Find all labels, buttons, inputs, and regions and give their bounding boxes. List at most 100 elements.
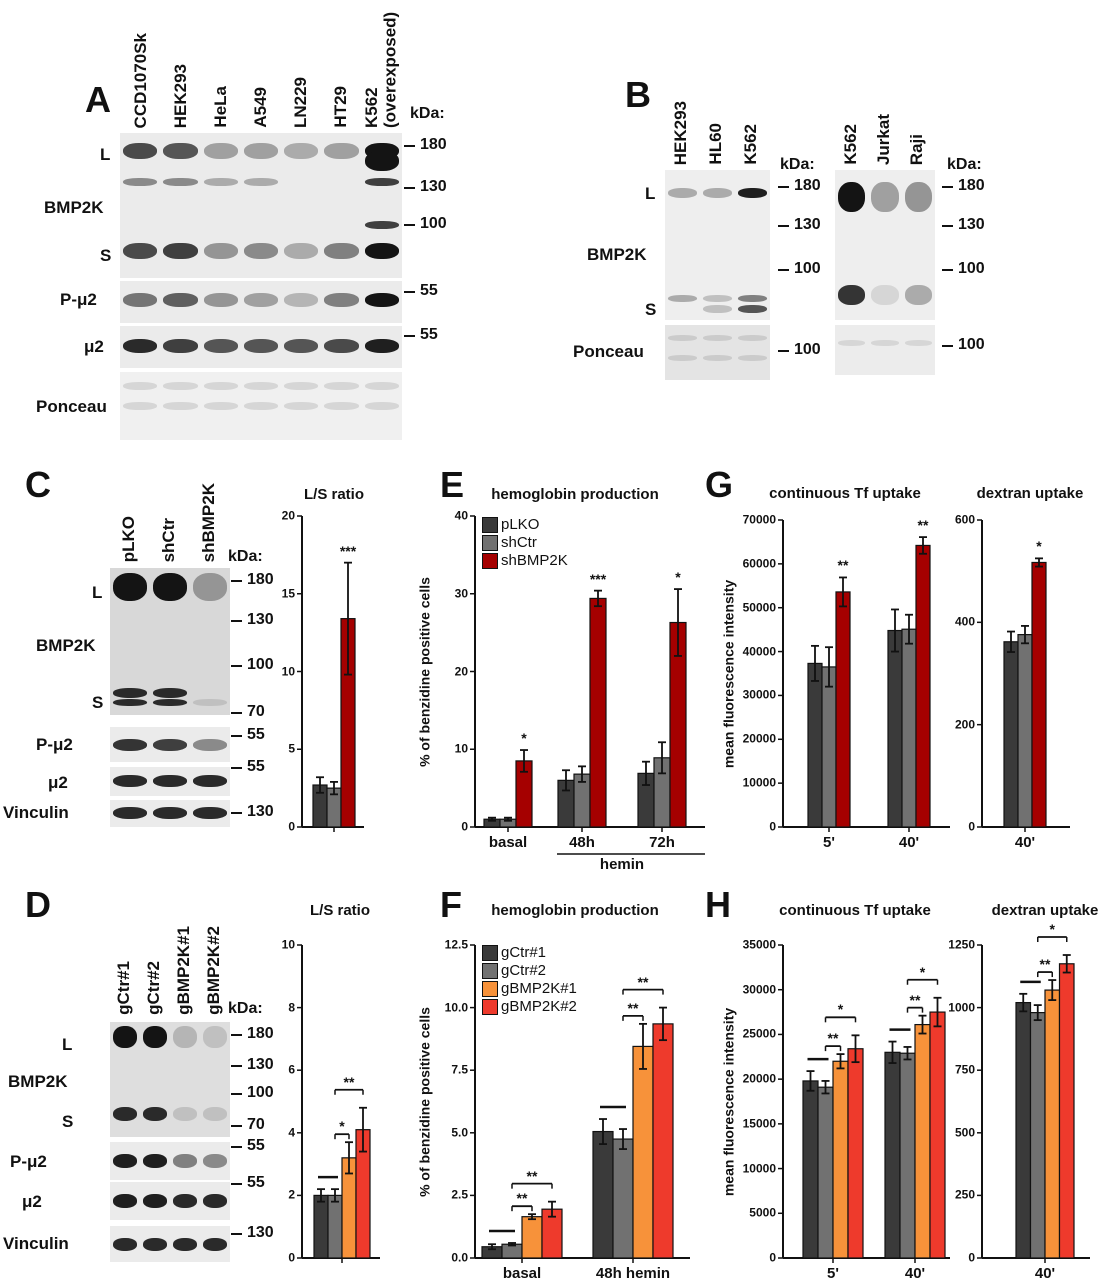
row-label-ponceau: Ponceau	[36, 397, 107, 416]
kda-marker: 100	[958, 260, 985, 277]
chart-title: L/S ratio	[309, 902, 371, 919]
blot-band	[153, 688, 187, 698]
y-tick-label: 7.5	[451, 1062, 468, 1077]
y-tick-label: 0	[288, 819, 295, 834]
chart-title: continuous Tf uptake	[779, 902, 931, 919]
blot-band	[703, 355, 732, 361]
y-tick-label: 5	[288, 741, 295, 756]
bar	[612, 1138, 634, 1259]
significance-label: *	[1036, 538, 1042, 555]
x-tick-label: 40'	[898, 834, 920, 851]
bar	[313, 1194, 329, 1259]
y-tick-label: 20000	[742, 1071, 776, 1086]
marker-tick	[404, 224, 415, 226]
marker-tick	[231, 1125, 242, 1127]
legend-swatch	[482, 945, 498, 961]
blot-band	[163, 143, 198, 159]
y-tick-label: 1000	[948, 1000, 975, 1014]
blot-band	[153, 699, 187, 706]
marker-tick	[942, 225, 953, 227]
blot-band	[668, 355, 697, 361]
y-tick-label: 2	[288, 1187, 295, 1202]
kda-marker: 55	[247, 1137, 265, 1154]
significance-label: *	[339, 1118, 345, 1135]
blot-band	[703, 188, 732, 198]
bar	[652, 1023, 674, 1259]
significance-label: ***	[339, 542, 357, 559]
panel-label-A: A	[85, 79, 111, 120]
kda-label: kDa:	[228, 548, 263, 565]
blot-band	[143, 1026, 167, 1048]
kda-marker: 130	[247, 1224, 274, 1241]
row-label-mu2: μ2	[84, 337, 104, 356]
panel-label-G: G	[705, 464, 734, 505]
y-tick-label: 0	[769, 819, 776, 834]
panel-label-E: E	[440, 464, 465, 505]
bar	[929, 1011, 946, 1259]
blot-band	[113, 1154, 137, 1168]
row-label-vinculin: Vinculin	[3, 803, 69, 822]
blot-band	[838, 182, 866, 212]
blot-band	[243, 178, 279, 186]
blot-band	[838, 285, 866, 305]
marker-tick	[778, 269, 789, 271]
kda-marker: 130	[247, 611, 274, 628]
blot-band	[243, 382, 279, 390]
y-axis-label: mean fluorescence intensity	[720, 579, 737, 768]
legend-label: gCtr#1	[501, 944, 547, 961]
row-label-bmp2k: BMP2K	[44, 198, 104, 217]
significance-label: **	[837, 557, 849, 574]
significance-label: **	[343, 1073, 355, 1090]
marker-tick	[231, 1183, 242, 1185]
kda-marker: 180	[420, 136, 447, 153]
y-tick-label: 20	[454, 663, 468, 678]
blot-band	[284, 382, 319, 390]
blot-band	[203, 1026, 227, 1048]
blot-band	[364, 178, 399, 186]
marker-tick	[231, 767, 242, 769]
blot-band	[113, 1107, 137, 1121]
blot-band	[284, 243, 319, 259]
blot-band	[668, 188, 697, 198]
blot-band	[113, 699, 147, 706]
row-label-L: L	[100, 145, 111, 164]
blot-band	[113, 1026, 137, 1048]
blot-band	[243, 402, 279, 410]
row-label-L: L	[62, 1035, 73, 1054]
blot-band	[173, 1026, 197, 1048]
blot-band	[203, 1107, 227, 1121]
y-tick-label: 2.5	[451, 1187, 468, 1202]
y-tick-label: 0	[288, 1250, 295, 1265]
blot-band	[153, 739, 187, 751]
panel-label-B: B	[625, 74, 651, 115]
blot-band	[668, 335, 697, 341]
y-tick-label: 20000	[742, 731, 776, 746]
marker-tick	[942, 345, 953, 347]
marker-tick	[404, 145, 415, 147]
marker-tick	[231, 812, 242, 814]
kda-marker: 130	[794, 216, 821, 233]
blot-a-bmp2k	[120, 133, 402, 278]
bar	[327, 1194, 343, 1259]
row-label-vinculin: Vinculin	[3, 1234, 69, 1253]
blot-c-bmp2k	[110, 568, 230, 715]
y-tick-label: 0	[461, 819, 468, 834]
blot-band	[203, 1154, 227, 1168]
panel-label-C: C	[25, 464, 51, 505]
blot-band	[163, 382, 198, 390]
blot-band	[243, 243, 279, 259]
bar	[1015, 1001, 1032, 1259]
blot-band	[324, 382, 359, 390]
kda-marker: 100	[247, 1084, 274, 1101]
blot-band	[163, 339, 198, 353]
marker-tick	[231, 1034, 242, 1036]
kda-marker: 70	[247, 1116, 265, 1133]
y-tick-label: 15	[281, 586, 295, 601]
blot-band	[284, 293, 319, 307]
blot-band	[143, 1238, 167, 1251]
significance-label: *	[837, 1001, 844, 1018]
blot-band	[738, 295, 767, 302]
blot-c-mu2	[110, 767, 230, 796]
bar	[847, 1048, 864, 1259]
